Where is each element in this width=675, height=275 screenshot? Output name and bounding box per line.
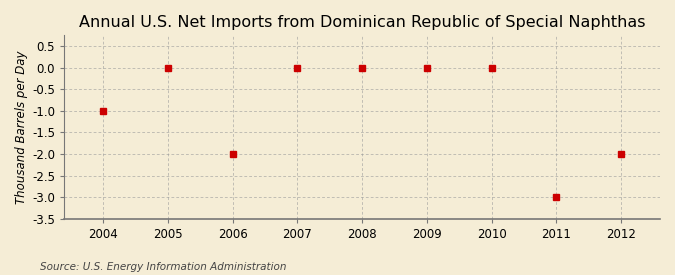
Y-axis label: Thousand Barrels per Day: Thousand Barrels per Day <box>15 50 28 204</box>
Title: Annual U.S. Net Imports from Dominican Republic of Special Naphthas: Annual U.S. Net Imports from Dominican R… <box>79 15 645 30</box>
Text: Source: U.S. Energy Information Administration: Source: U.S. Energy Information Administ… <box>40 262 287 272</box>
